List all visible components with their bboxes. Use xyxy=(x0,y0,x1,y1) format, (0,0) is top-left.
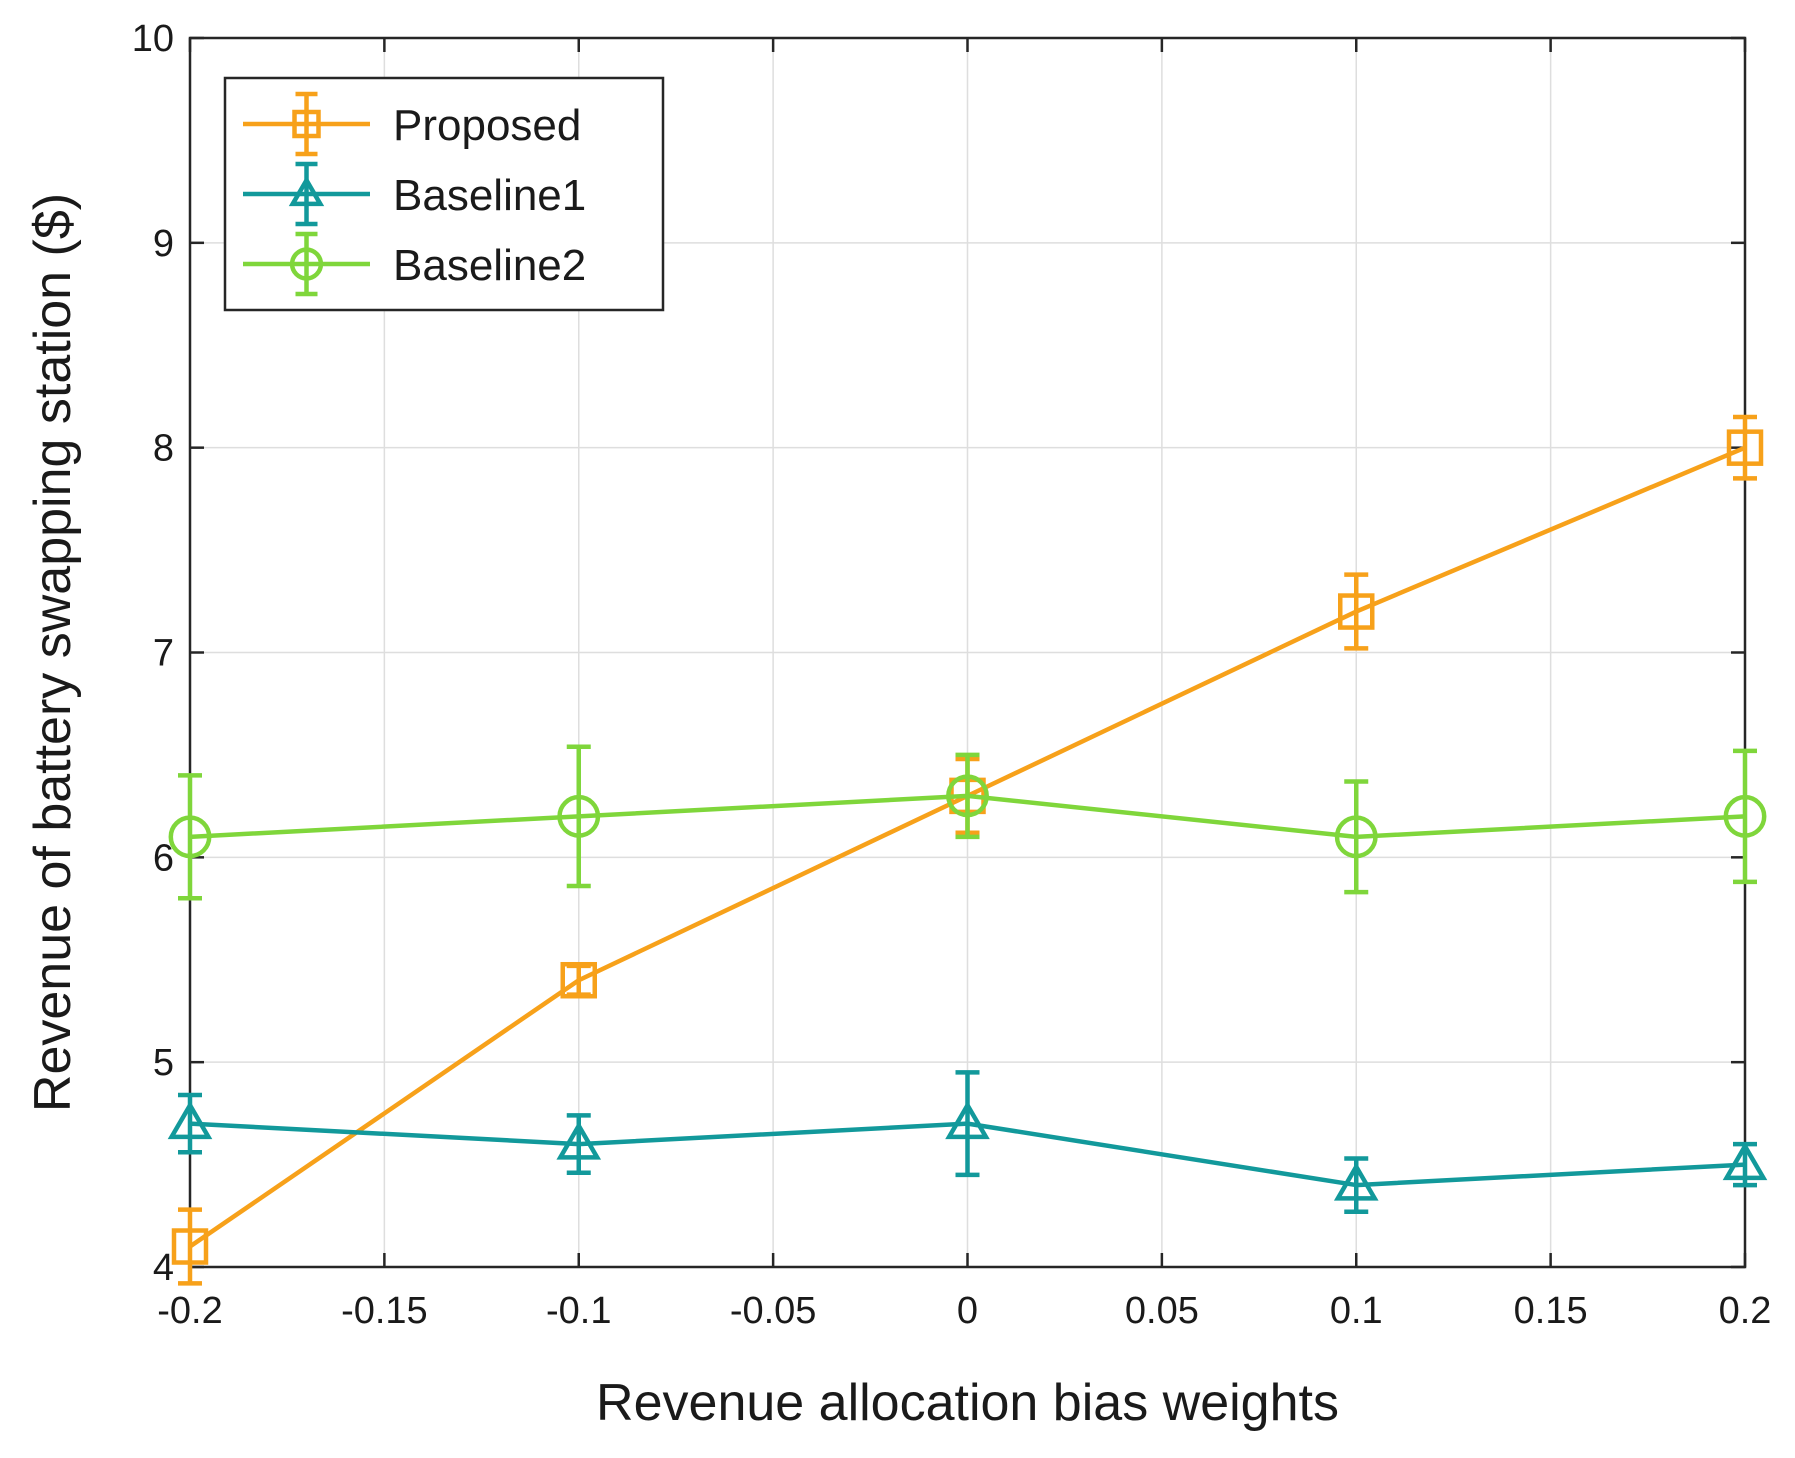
x-tick-label: 0.05 xyxy=(1125,1290,1199,1332)
baseline2-marker xyxy=(946,774,989,818)
legend-item-baseline1: Baseline1 xyxy=(243,161,586,227)
baseline2-marker xyxy=(557,794,601,838)
x-tick-label: -0.1 xyxy=(546,1290,611,1332)
y-tick-label: 5 xyxy=(153,1042,174,1084)
y-tick-label: 6 xyxy=(153,837,174,879)
series-baseline1 xyxy=(167,1070,1768,1214)
y-axis-title: Revenue of battery swapping station ($) xyxy=(24,193,82,1112)
proposed-marker xyxy=(560,961,597,999)
x-tick-label: 0 xyxy=(957,1290,978,1332)
baseline2-marker xyxy=(1723,794,1767,838)
x-tick-label: -0.05 xyxy=(730,1290,817,1332)
series-layer xyxy=(167,414,1768,1286)
legend-marker xyxy=(288,175,325,207)
legend-label: Proposed xyxy=(393,101,581,150)
baseline2-marker xyxy=(1334,815,1378,859)
tick-layer: -0.2 -0.15 -0.1 -0.05 0 0.05 0.1 0.15 0.2 4 5 6 7 8 9 1… xyxy=(132,18,1772,1332)
x-axis-title: Revenue allocation bias weights xyxy=(596,1374,1339,1432)
x-tick-label: 0.1 xyxy=(1330,1290,1383,1332)
baseline1-marker xyxy=(945,1100,990,1140)
y-tick-label: 4 xyxy=(153,1247,174,1289)
x-tick-label: -0.15 xyxy=(341,1290,428,1332)
legend-label: Baseline2 xyxy=(393,241,586,290)
y-tick-label: 10 xyxy=(132,18,174,60)
legend-box xyxy=(223,76,665,312)
legend-item-baseline2: Baseline2 xyxy=(243,231,586,297)
baseline1-marker xyxy=(1333,1162,1379,1201)
x-tick-label: -0.2 xyxy=(157,1290,222,1332)
proposed-marker xyxy=(1338,593,1375,630)
y-tick-label: 9 xyxy=(153,223,174,265)
legend-item-proposed: Proposed xyxy=(243,91,581,157)
x-tick-label: 0.2 xyxy=(1719,1290,1772,1332)
legend-label: Baseline1 xyxy=(393,171,586,220)
x-tick-label: 0.15 xyxy=(1514,1290,1588,1332)
legend-marker xyxy=(292,109,321,139)
baseline1-marker xyxy=(1722,1141,1768,1181)
series-baseline2 xyxy=(168,744,1767,901)
legend-marker xyxy=(289,247,324,281)
y-tick-label: 8 xyxy=(153,428,174,470)
baseline1-marker xyxy=(167,1100,213,1140)
baseline2-marker xyxy=(168,815,212,859)
legend: Proposed Baseline1 Baseline2 xyxy=(223,76,665,312)
baseline1-marker xyxy=(556,1121,602,1160)
proposed-marker xyxy=(171,1228,209,1265)
y-tick-label: 7 xyxy=(153,633,174,675)
proposed-marker xyxy=(1726,429,1764,466)
